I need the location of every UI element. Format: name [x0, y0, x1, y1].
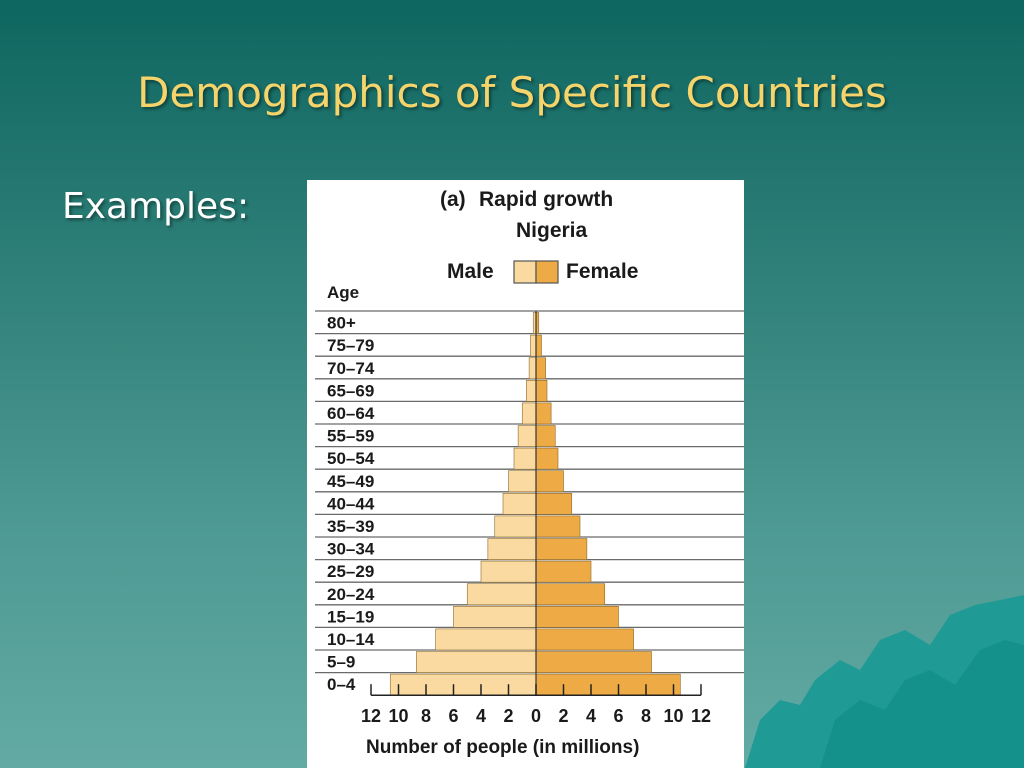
female-bar: [535, 651, 652, 673]
female-bar: [535, 583, 606, 606]
male-bar: [508, 470, 537, 493]
female-bar: [535, 538, 588, 560]
age-tick-label: 80+: [327, 314, 356, 333]
female-bar: [535, 605, 619, 628]
age-tick-label: 15–19: [327, 607, 374, 626]
age-tick-label: 20–24: [327, 585, 375, 604]
age-tick-label: 65–69: [327, 381, 374, 400]
x-tick-label: 2: [558, 706, 568, 726]
age-tick-label: 55–59: [327, 427, 374, 446]
panel-label: (a): [440, 188, 466, 211]
age-tick-label: 45–49: [327, 472, 374, 491]
x-tick-label: 12: [691, 706, 711, 726]
male-bar: [487, 538, 537, 560]
female-bar: [535, 380, 548, 402]
age-tick-label: 0–4: [327, 675, 356, 694]
female-bar: [535, 357, 546, 380]
age-tick-label: 60–64: [327, 404, 375, 423]
female-bar: [535, 628, 634, 651]
x-tick-label: 6: [613, 706, 623, 726]
chart-subtitle: Nigeria: [516, 219, 588, 242]
female-bar: [535, 425, 556, 447]
age-tick-label: 10–14: [327, 630, 375, 649]
male-bar: [466, 583, 537, 606]
x-axis-title: Number of people (in millions): [366, 737, 639, 758]
legend-male-label: Male: [447, 260, 494, 283]
y-axis-title: Age: [327, 283, 359, 302]
x-tick-label: 10: [663, 706, 683, 726]
age-tick-label: 35–39: [327, 517, 374, 536]
x-tick-label: 4: [476, 706, 486, 726]
population-pyramid-chart: (a) Rapid growth Nigeria Male Female Age…: [315, 188, 744, 758]
legend-male-swatch: [513, 260, 537, 284]
population-pyramid-figure: (a) Rapid growth Nigeria Male Female Age…: [307, 180, 744, 768]
female-bar: [535, 560, 592, 583]
age-tick-label: 5–9: [327, 653, 355, 672]
x-tick-label: 12: [361, 706, 381, 726]
x-tick-label: 10: [388, 706, 408, 726]
male-bar: [530, 334, 537, 357]
age-tick-label: 50–54: [327, 449, 375, 468]
male-bar: [513, 447, 537, 470]
x-tick-label: 2: [503, 706, 513, 726]
male-bar: [526, 380, 537, 402]
bullet-examples: Examples:: [62, 186, 250, 227]
age-tick-label: 70–74: [327, 359, 375, 378]
female-bar: [535, 447, 559, 470]
female-bar: [535, 492, 573, 515]
slide-title: Demographics of Specific Countries: [137, 68, 887, 117]
male-bar: [416, 651, 537, 673]
female-bar: [535, 402, 552, 425]
male-bar: [502, 492, 537, 515]
x-tick-label: 6: [448, 706, 458, 726]
age-tick-label: 40–44: [327, 494, 375, 513]
chart-title: Rapid growth: [479, 188, 613, 211]
age-tick-label: 25–29: [327, 562, 374, 581]
male-bar: [517, 425, 537, 447]
male-bar: [494, 515, 537, 538]
male-bar: [480, 560, 537, 583]
x-tick-label: 8: [421, 706, 431, 726]
female-bar: [535, 515, 581, 538]
male-bar: [453, 605, 537, 628]
male-bar: [521, 402, 537, 425]
x-tick-label: 4: [586, 706, 596, 726]
female-bar: [535, 334, 542, 357]
female-bar: [535, 673, 681, 696]
female-bar: [535, 470, 564, 493]
male-bar: [389, 673, 537, 696]
legend-female-label: Female: [566, 260, 638, 283]
male-bar: [435, 628, 537, 651]
age-tick-label: 75–79: [327, 336, 374, 355]
x-tick-label: 8: [641, 706, 651, 726]
age-tick-label: 30–34: [327, 540, 375, 559]
male-bar: [528, 357, 537, 380]
legend-female-swatch: [535, 260, 559, 284]
x-tick-label: 0: [531, 706, 541, 726]
